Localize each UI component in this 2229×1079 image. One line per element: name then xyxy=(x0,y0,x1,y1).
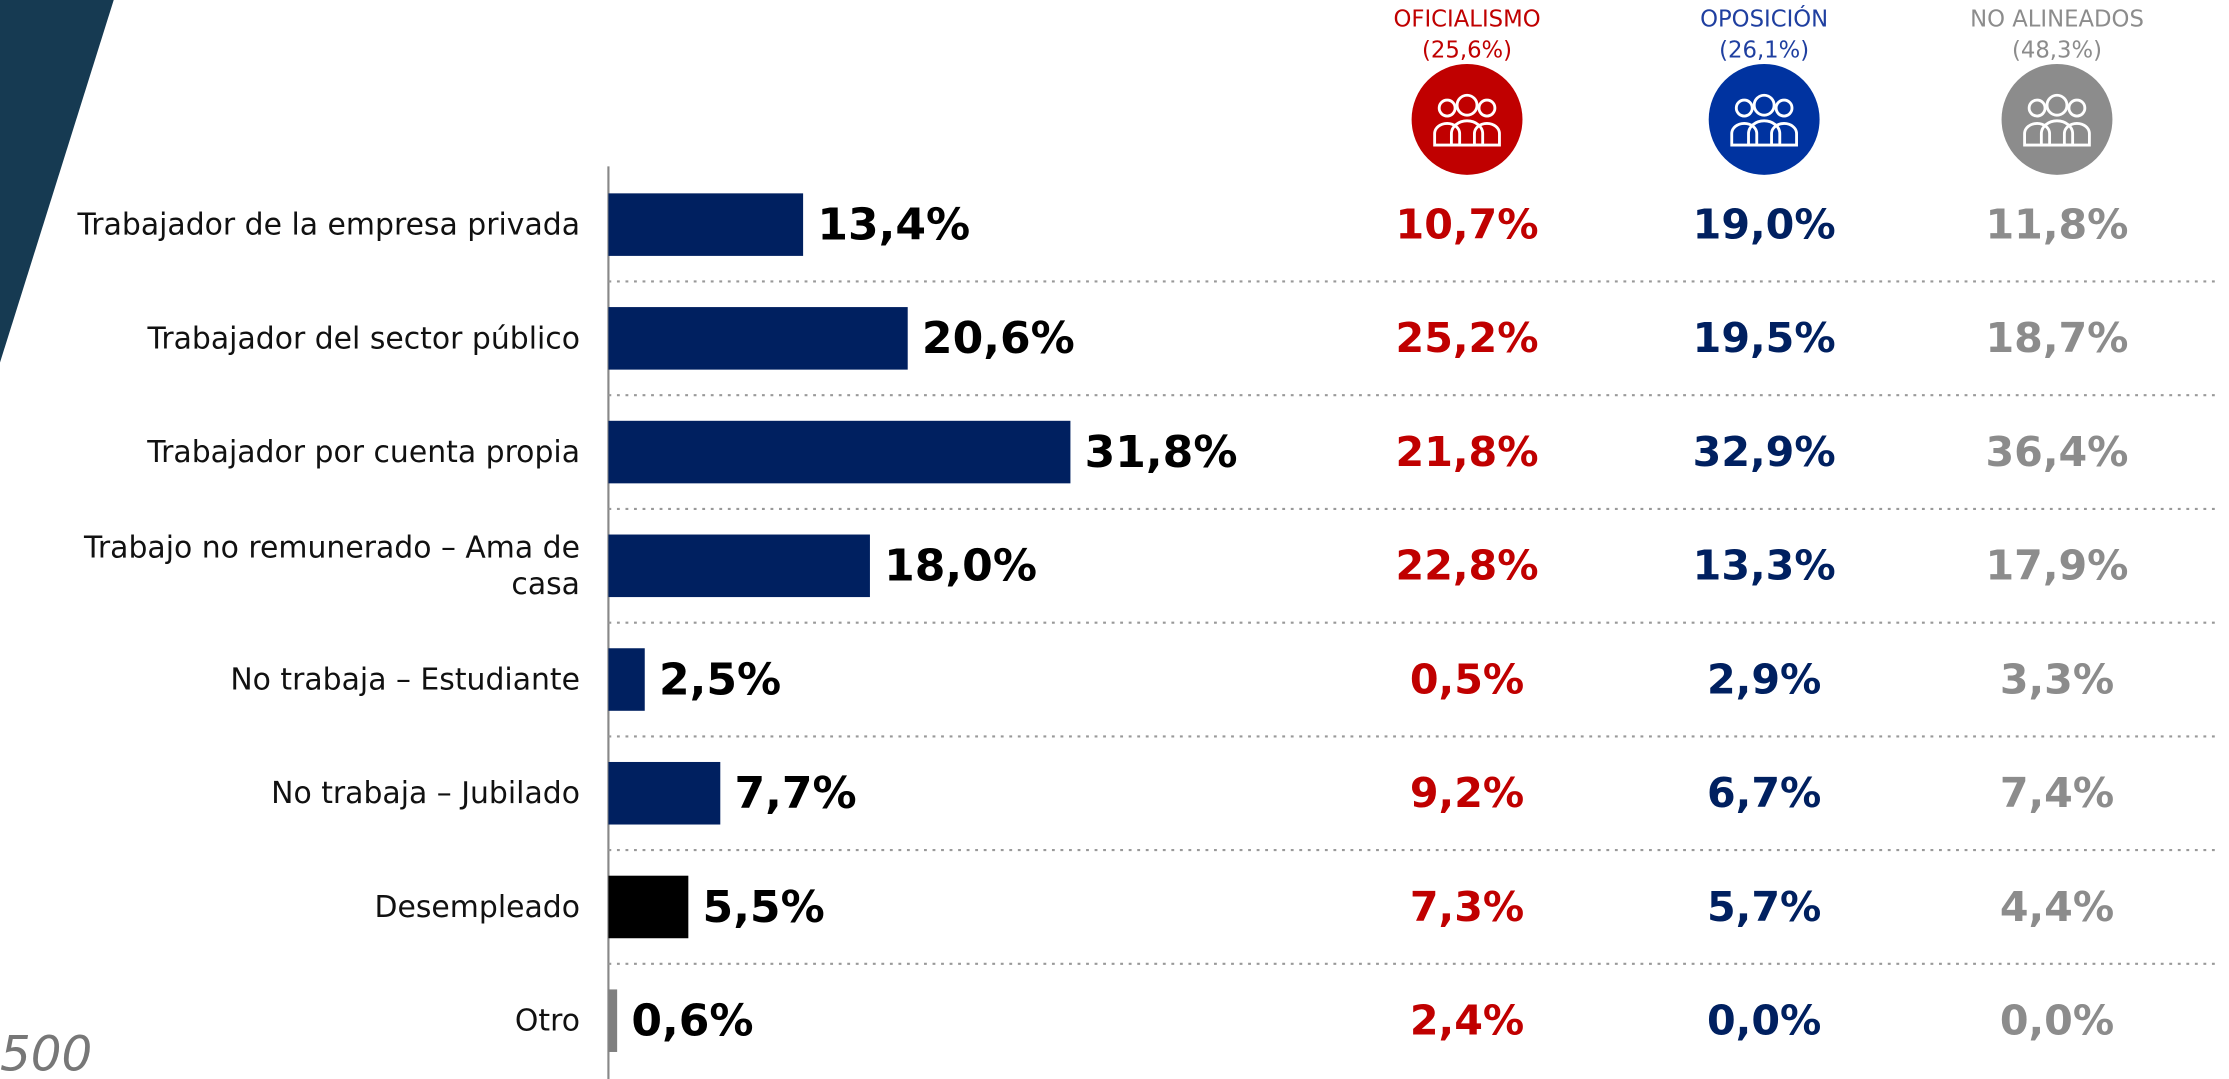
column-share: (26,1%) xyxy=(1719,38,1809,64)
bar-value-label: 2,5% xyxy=(659,654,781,705)
cell-value: 3,3% xyxy=(2000,655,2114,703)
icon-body xyxy=(2039,119,2075,147)
icon-body xyxy=(1770,121,1798,147)
category-label-wrap: Trabajador por cuenta propia xyxy=(11,409,580,494)
bar xyxy=(608,193,804,256)
icon-head xyxy=(1752,93,1776,117)
bar-value-label: 5,5% xyxy=(703,882,825,933)
cell-value: 2,4% xyxy=(1410,997,1524,1045)
cell-value: 22,8% xyxy=(1396,542,1539,590)
category-label-box: Trabajador de la empresa privada xyxy=(11,182,580,267)
category-label-box: Trabajador por cuenta propia xyxy=(11,409,580,494)
column-name: OPOSICIÓN xyxy=(1700,4,1828,32)
category-label: Otro xyxy=(514,1003,580,1038)
cell-value: 13,3% xyxy=(1693,542,1836,590)
icon-head xyxy=(1455,93,1479,117)
cell-value: 0,0% xyxy=(2000,997,2114,1045)
group-icon xyxy=(2023,93,2091,147)
icon-head xyxy=(1477,98,1497,118)
cell-value: 0,0% xyxy=(1707,997,1821,1045)
icon-head xyxy=(1734,98,1754,118)
category-label: No trabaja – Jubilado xyxy=(271,776,580,811)
cell-value: 21,8% xyxy=(1396,428,1539,476)
category-label: Trabajador de la empresa privada xyxy=(77,207,580,242)
column-share: (25,6%) xyxy=(1422,38,1512,64)
icon-head xyxy=(2067,98,2087,118)
bar-value-label: 31,8% xyxy=(1085,427,1238,478)
cell-value: 7,4% xyxy=(2000,769,2114,817)
icon-head xyxy=(2045,93,2069,117)
icon-body xyxy=(1730,121,1759,147)
cell-value: 36,4% xyxy=(1985,428,2128,476)
bar-value-label: 18,0% xyxy=(884,541,1037,592)
category-label-box: Trabajador del sector público xyxy=(11,296,580,381)
category-label-wrap: No trabaja – Estudiante xyxy=(11,637,580,722)
group-icon xyxy=(1730,93,1798,147)
category-label-box: No trabaja – Estudiante xyxy=(11,637,580,722)
bar xyxy=(608,761,721,825)
cell-value: 2,9% xyxy=(1707,655,1821,703)
icon-head xyxy=(2027,98,2047,118)
category-label: Trabajo no remunerado – Ama de casa xyxy=(84,530,580,602)
cell-value: 9,2% xyxy=(1410,769,1524,817)
cell-value: 25,2% xyxy=(1396,314,1539,362)
category-label-box: No trabaja – Jubilado xyxy=(11,751,580,836)
category-label: Trabajador del sector público xyxy=(147,321,580,356)
bar-value-label: 7,7% xyxy=(735,768,857,819)
cell-value: 18,7% xyxy=(1985,314,2128,362)
icon-head xyxy=(1437,98,1457,118)
cell-value: 5,7% xyxy=(1707,883,1821,931)
column-share: (48,3%) xyxy=(2012,38,2102,64)
cell-value: 10,7% xyxy=(1396,200,1539,248)
column-name: OFICIALISMO xyxy=(1393,6,1540,32)
cell-value: 19,5% xyxy=(1693,314,1836,362)
cell-value: 7,3% xyxy=(1410,883,1524,931)
category-label-wrap: Otro xyxy=(11,978,580,1063)
bar-value-label: 13,4% xyxy=(817,199,970,250)
bar xyxy=(608,989,618,1052)
category-label-wrap: Trabajador del sector público xyxy=(11,296,580,381)
category-label-wrap: Trabajador de la empresa privada xyxy=(11,182,580,267)
icon-body xyxy=(2062,121,2091,147)
cell-value: 4,4% xyxy=(2000,883,2114,931)
column-name: NO ALINEADOS xyxy=(1970,6,2144,32)
category-label-wrap: No trabaja – Jubilado xyxy=(11,751,580,836)
cell-value: 0,5% xyxy=(1410,655,1524,703)
category-label: No trabaja – Estudiante xyxy=(230,662,580,697)
category-label-box: Otro xyxy=(11,978,580,1063)
decor-shape xyxy=(0,0,114,363)
bar xyxy=(608,534,870,598)
bar xyxy=(608,875,689,939)
cell-value: 6,7% xyxy=(1707,769,1821,817)
icon-body xyxy=(1473,121,1501,147)
footnote: 500 xyxy=(0,1027,92,1079)
icon-body xyxy=(2023,121,2052,147)
group-icon xyxy=(1433,93,1501,147)
icon-body xyxy=(1747,119,1782,147)
bar-value-label: 20,6% xyxy=(922,313,1075,364)
icon-body xyxy=(1449,119,1485,147)
cell-value: 32,9% xyxy=(1693,428,1836,476)
category-label-box: Desempleado xyxy=(11,864,580,949)
bar xyxy=(608,648,645,711)
bar xyxy=(608,420,1071,484)
cell-value: 17,9% xyxy=(1985,542,2128,590)
category-label-wrap: Trabajo no remunerado – Ama de casa xyxy=(11,523,580,608)
icon-body xyxy=(1433,121,1462,147)
bar xyxy=(608,307,908,370)
category-label: Desempleado xyxy=(374,889,580,925)
category-label: Trabajador por cuenta propia xyxy=(147,435,580,470)
bar-value-label: 0,6% xyxy=(631,996,753,1047)
cell-value: 19,0% xyxy=(1693,200,1836,248)
icon-head xyxy=(1774,98,1794,118)
category-label-box: Trabajo no remunerado – Ama de casa xyxy=(11,523,580,608)
category-label-wrap: Desempleado xyxy=(11,864,580,949)
cell-value: 11,8% xyxy=(1985,200,2128,248)
